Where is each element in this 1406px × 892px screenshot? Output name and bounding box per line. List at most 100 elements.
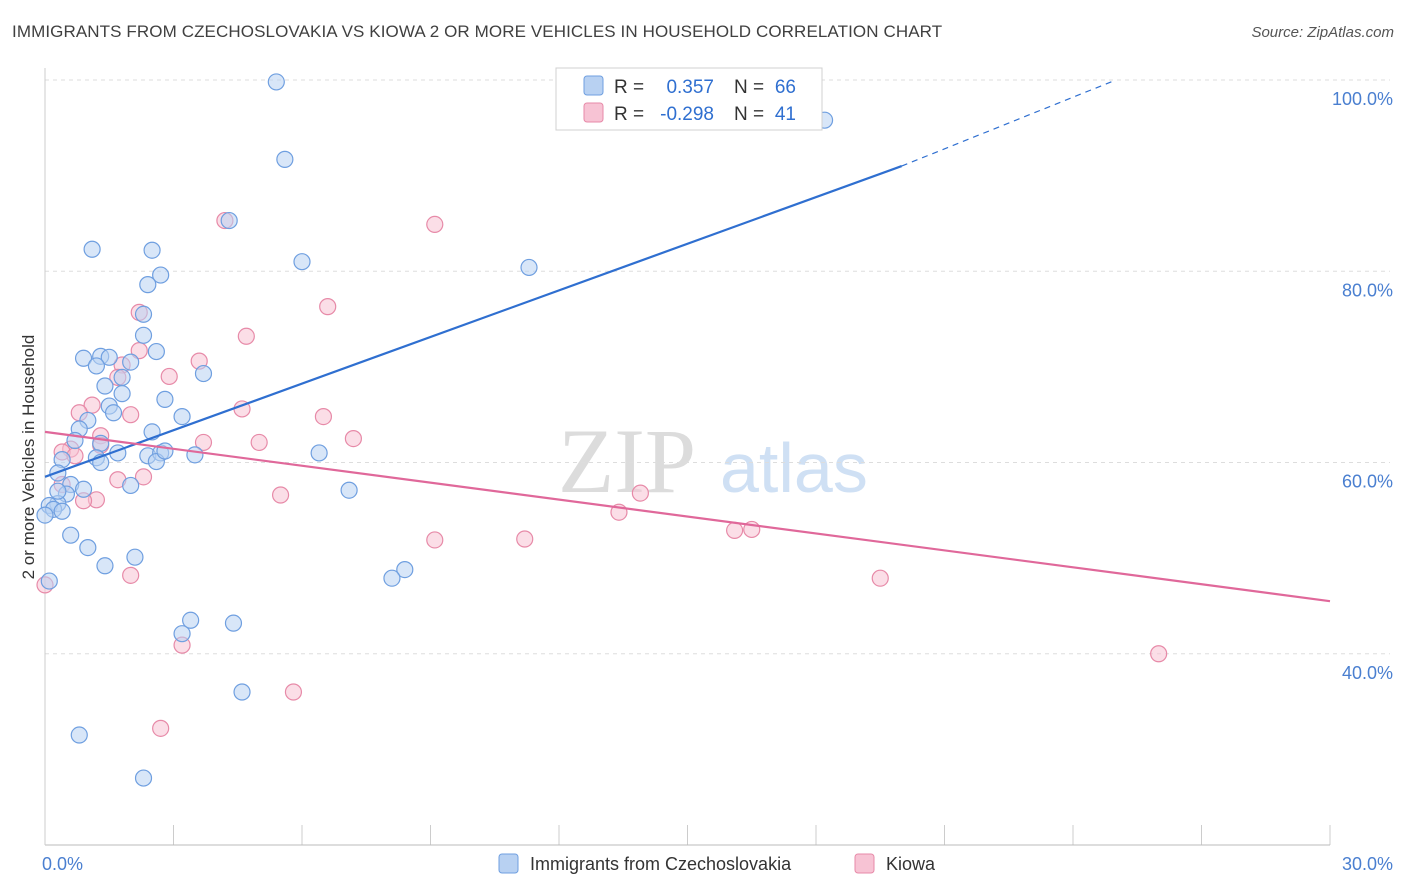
czechoslovakia-point (100, 348, 118, 366)
y-tick-label: 80.0% (1342, 280, 1393, 300)
chart-title: IMMIGRANTS FROM CZECHOSLOVAKIA VS KIOWA … (12, 22, 943, 41)
czechoslovakia-point (62, 526, 80, 544)
kiowa-point (284, 683, 303, 701)
czechoslovakia-point (70, 726, 88, 744)
czechoslovakia-point (156, 390, 174, 408)
czechoslovakia-point (173, 408, 191, 426)
watermark-atlas: atlas (720, 429, 868, 507)
czechoslovakia-point (276, 150, 294, 168)
czechoslovakia-point (104, 404, 123, 422)
series-legend-swatch-kiowa (854, 853, 875, 874)
czechoslovakia-point (40, 572, 58, 590)
czechoslovakia-point (233, 683, 251, 701)
czechoslovakia-point (143, 241, 161, 259)
czechoslovakia-point (83, 240, 101, 258)
kiowa-point (344, 429, 362, 448)
czechoslovakia-trend-extension (901, 79, 1117, 167)
legend-n-label-2: N = (734, 104, 764, 125)
kiowa-point (871, 569, 889, 587)
kiowa-point (516, 530, 534, 548)
x-tick-labels: 0.0% 30.0% (42, 854, 1393, 874)
kiowa-trend-line (44, 430, 1331, 603)
czechoslovakia-point (383, 569, 401, 587)
kiowa-point (160, 367, 178, 386)
czechoslovakia-point (113, 368, 131, 386)
czechoslovakia-point (520, 258, 538, 277)
kiowa-point (426, 215, 444, 233)
czechoslovakia-point (96, 377, 114, 395)
chart-source: Source: ZipAtlas.com (1251, 24, 1394, 41)
series-legend: Immigrants from Czechoslovakia Kiowa (498, 853, 936, 874)
series-legend-label-czechoslovakia: Immigrants from Czechoslovakia (530, 854, 792, 874)
czechoslovakia-point (53, 502, 71, 520)
legend-r-label-2: R = (614, 104, 644, 125)
x-tick-label: 30.0% (1342, 854, 1393, 874)
kiowa-point (314, 408, 333, 426)
kiowa-point (250, 433, 268, 452)
legend-r-label-1: R = (614, 77, 644, 98)
correlation-legend: R = 0.357 N = 66 R = -0.298 N = 41 (555, 67, 823, 131)
watermark-zip: ZIP (558, 410, 696, 512)
kiowa-point (1150, 645, 1168, 663)
kiowa-point (319, 298, 337, 316)
czechoslovakia-point (182, 611, 200, 629)
legend-swatch-kiowa (583, 102, 604, 123)
czechoslovakia-point (134, 769, 153, 787)
czechoslovakia-point (293, 253, 311, 271)
kiowa-point (152, 719, 170, 737)
czechoslovakia-point (310, 444, 328, 462)
kiowa-point (194, 433, 213, 452)
czechoslovakia-point (74, 349, 93, 367)
czechoslovakia-point (147, 342, 165, 361)
axes (44, 68, 1330, 846)
grid-lines (44, 79, 1390, 845)
y-tick-labels: 40.0% 60.0% 80.0% 100.0% (1332, 89, 1393, 683)
czechoslovakia-points (36, 73, 834, 787)
trend-lines (44, 79, 1331, 603)
czechoslovakia-point (267, 73, 285, 91)
czechoslovakia-point (156, 442, 174, 460)
kiowa-point (237, 327, 255, 345)
czechoslovakia-point (139, 276, 157, 294)
legend-n-label-1: N = (734, 77, 764, 98)
czechoslovakia-point (340, 481, 358, 499)
czechoslovakia-point (152, 266, 170, 284)
kiowa-point (134, 468, 153, 486)
legend-n-value-2: 41 (775, 104, 796, 125)
y-tick-label: 40.0% (1342, 663, 1393, 683)
y-tick-label: 60.0% (1342, 472, 1393, 492)
czechoslovakia-point (74, 480, 93, 498)
x-tick-label: 0.0% (42, 854, 83, 874)
czechoslovakia-point (96, 557, 114, 575)
czechoslovakia-point (194, 364, 213, 383)
kiowa-point (426, 531, 444, 549)
czechoslovakia-point (122, 476, 140, 495)
kiowa-point (122, 406, 140, 424)
czechoslovakia-point (134, 305, 153, 323)
legend-swatch-czechoslovakia (583, 75, 604, 96)
series-legend-swatch-czechoslovakia (498, 853, 519, 874)
kiowa-point (631, 484, 649, 502)
czechoslovakia-point (49, 482, 67, 500)
kiowa-point (271, 486, 290, 504)
czechoslovakia-point (396, 560, 414, 579)
czechoslovakia-point (173, 625, 191, 643)
kiowa-point (122, 566, 140, 584)
legend-r-value-1: 0.357 (666, 77, 714, 98)
czechoslovakia-point (79, 539, 97, 557)
legend-n-value-1: 66 (775, 77, 796, 98)
series-legend-label-kiowa: Kiowa (886, 854, 936, 874)
y-axis-label: 2 or more Vehicles in Household (19, 335, 38, 580)
czechoslovakia-point (134, 326, 153, 344)
czechoslovakia-point (36, 506, 54, 524)
czechoslovakia-point (224, 614, 243, 632)
kiowa-point (726, 521, 744, 539)
czechoslovakia-point (220, 211, 238, 230)
y-tick-label: 100.0% (1332, 89, 1393, 109)
czechoslovakia-point (126, 548, 144, 566)
czechoslovakia-point (87, 357, 106, 375)
legend-r-value-2: -0.298 (660, 104, 714, 125)
czechoslovakia-trend-line (44, 165, 903, 478)
czechoslovakia-point (113, 385, 131, 403)
